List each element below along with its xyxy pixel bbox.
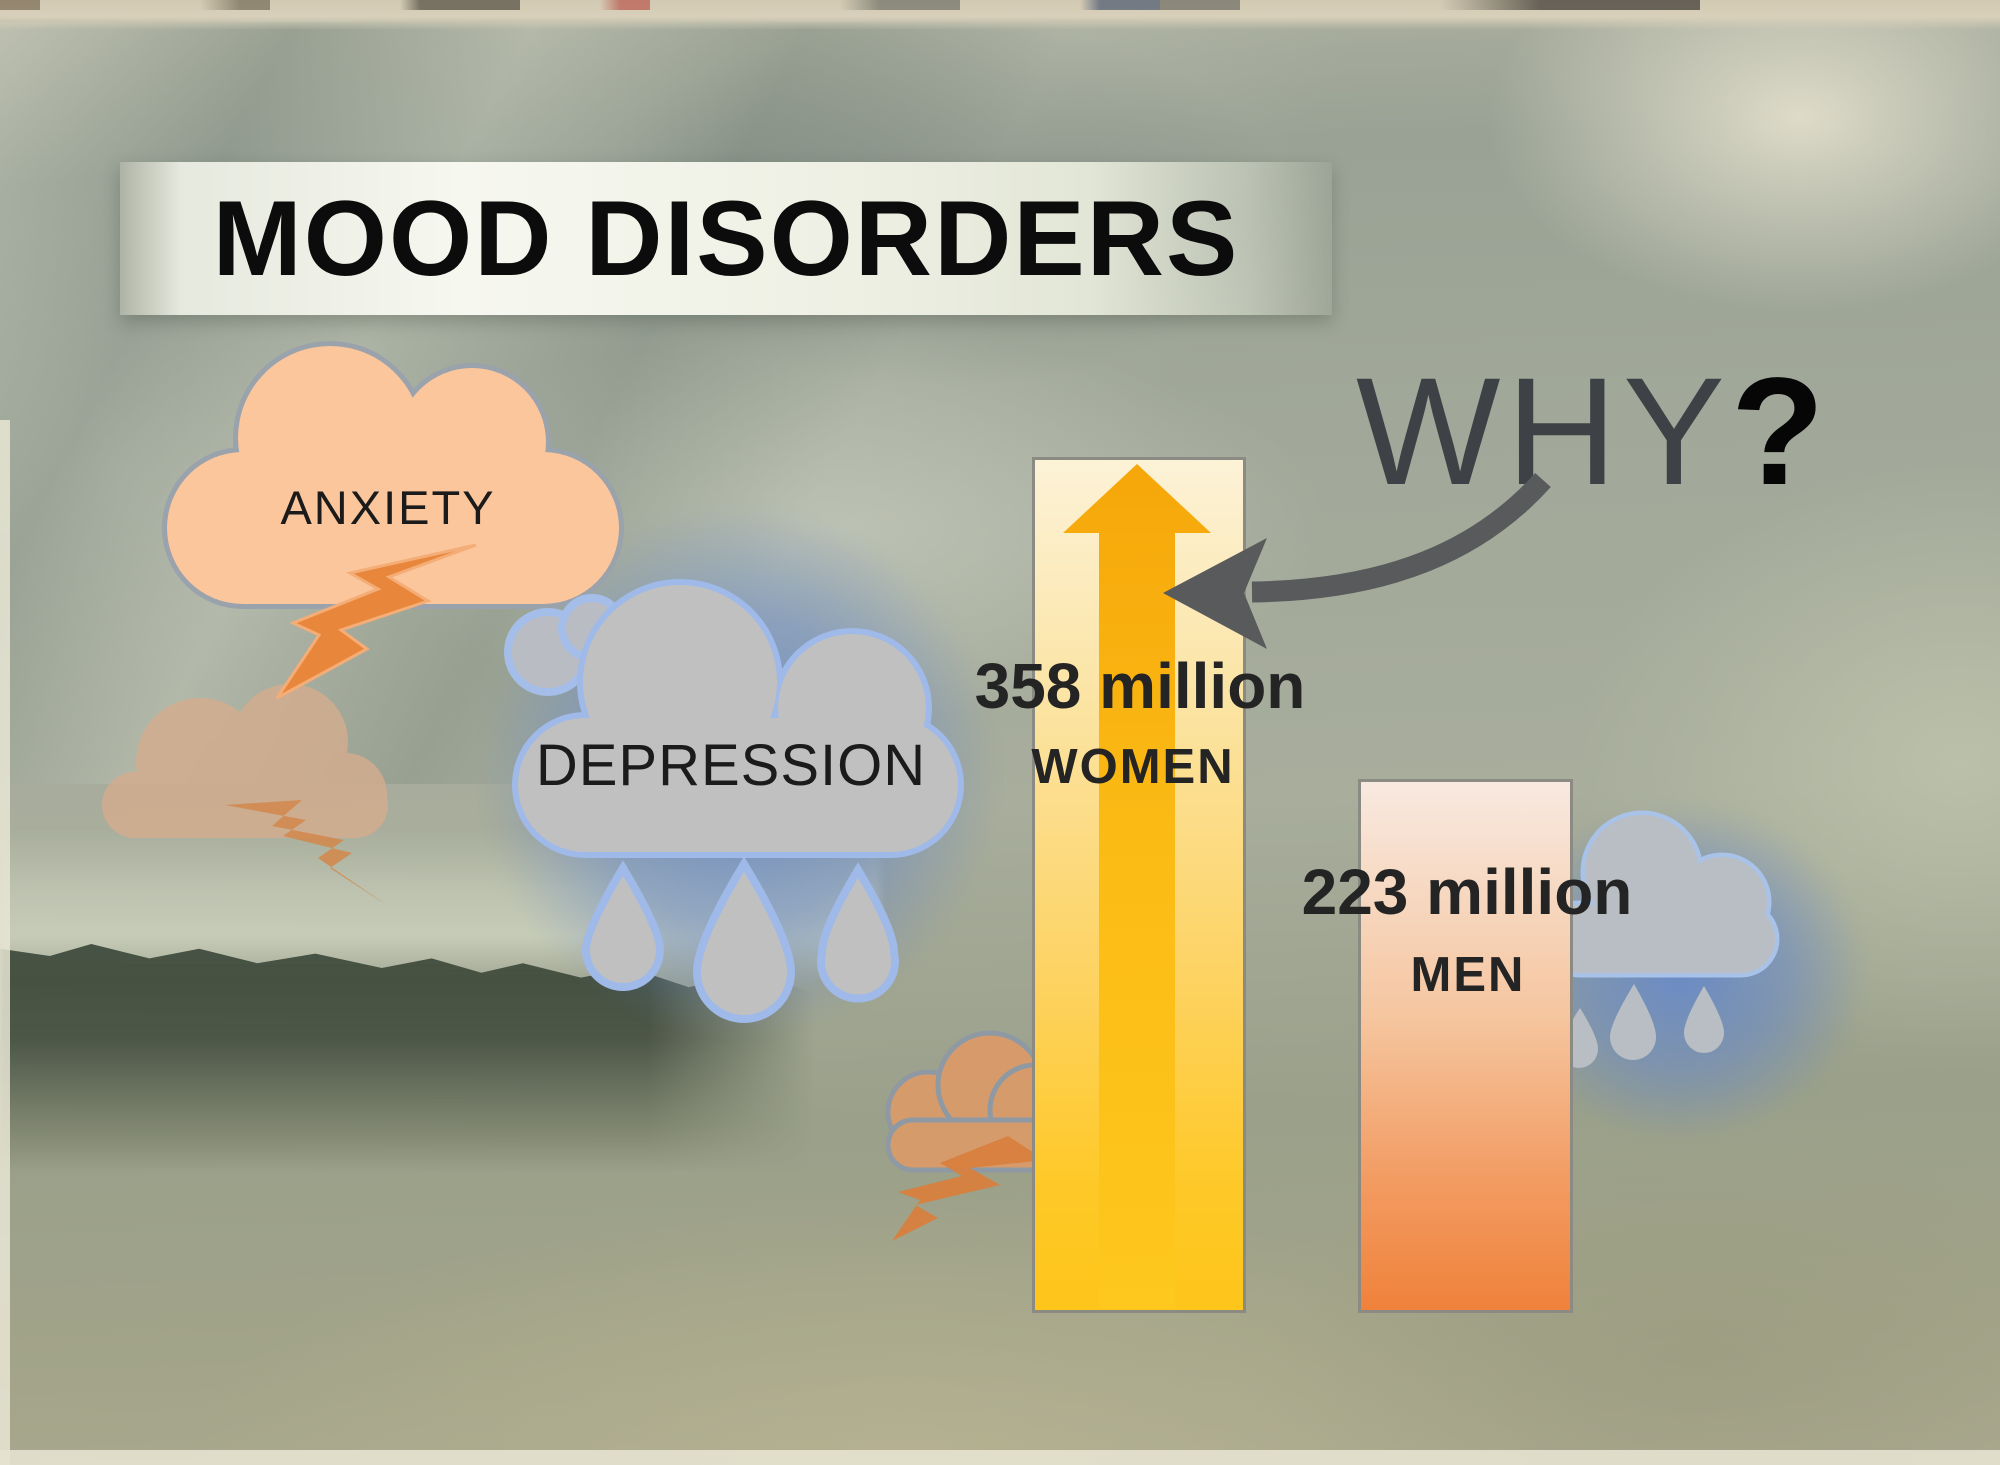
raindrop-icon xyxy=(692,856,796,1023)
anxiety-cloud-icon xyxy=(162,341,624,609)
raindrop-icon xyxy=(1684,986,1724,1053)
page-title: MOOD DISORDERS xyxy=(212,178,1240,298)
why-annotation: WHY? xyxy=(1356,351,1830,513)
women-category-label: WOMEN xyxy=(1031,740,1235,794)
raindrop-icon xyxy=(1610,984,1656,1060)
raindrop-icon xyxy=(581,860,665,991)
men-value-label: 223 million xyxy=(1301,856,1633,928)
women-value-label: 358 million xyxy=(974,650,1306,722)
faded-storm-cloud-icon xyxy=(102,684,388,838)
paper-left-edge xyxy=(0,420,10,1465)
men-bar xyxy=(1358,779,1573,1313)
anxiety-label: ANXIETY xyxy=(280,481,496,534)
paper-top-edge xyxy=(0,0,2000,30)
women-bar xyxy=(1032,457,1246,1313)
depression-raindrop-icons xyxy=(581,856,899,1023)
depression-cloud-icon xyxy=(504,579,964,858)
anxiety-lightning-bolt-icon xyxy=(275,543,477,700)
men-category-label: MEN xyxy=(1410,948,1526,1002)
title-banner: MOOD DISORDERS xyxy=(120,162,1332,315)
depression-label: DEPRESSION xyxy=(535,733,927,798)
why-text: WHY xyxy=(1356,346,1731,517)
paper-bottom-edge xyxy=(0,1450,2000,1465)
question-mark: ? xyxy=(1730,346,1831,517)
men-rain-cloud-icon xyxy=(1540,810,1780,978)
small-lightning-bolt-icon xyxy=(892,1136,1045,1241)
raindrop-icon xyxy=(817,862,899,1003)
